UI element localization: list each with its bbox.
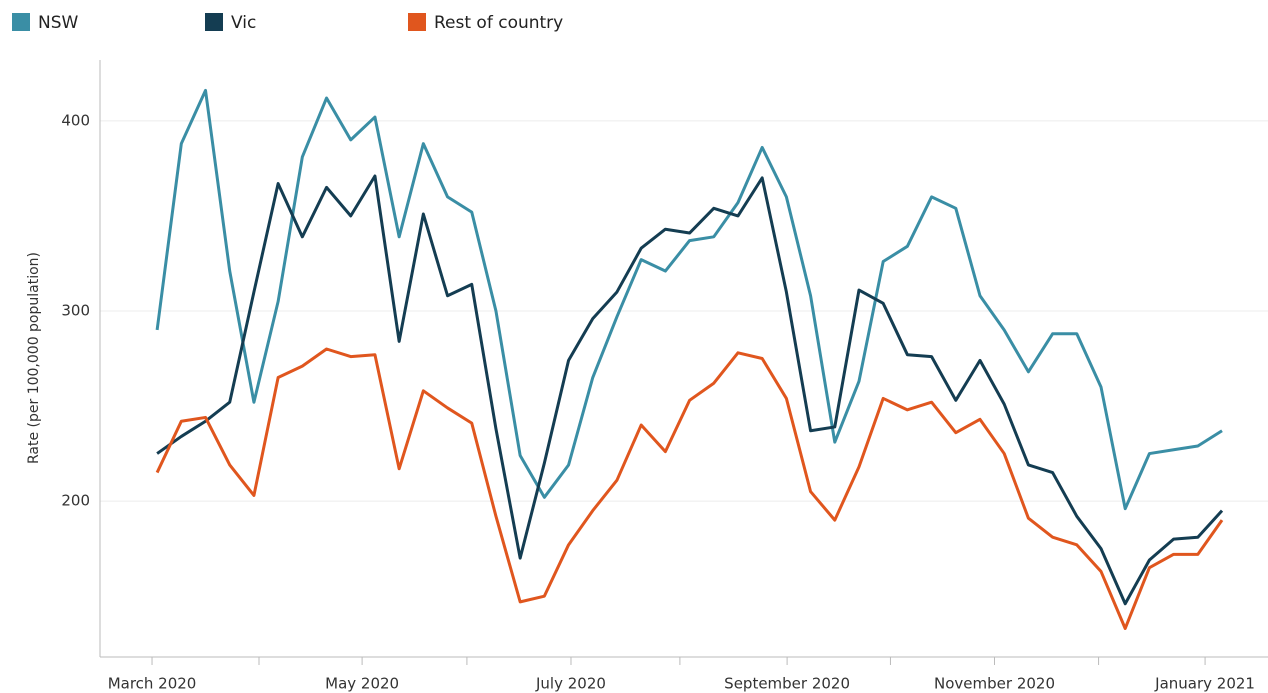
legend-swatch: [12, 13, 30, 31]
legend-text: Vic: [231, 13, 256, 33]
series-line: [155, 88, 1223, 511]
x-tick-label: September 2020: [724, 675, 850, 693]
legend-swatch: [205, 13, 223, 31]
legend-text: Rest of country: [434, 13, 563, 33]
series-line: [155, 347, 1224, 630]
legend-swatch: [408, 13, 426, 31]
x-tick-label: July 2020: [535, 675, 606, 693]
y-tick-label: 200: [61, 492, 90, 510]
y-tick-label: 300: [61, 301, 90, 319]
x-tick-label: January 2021: [1154, 675, 1255, 693]
x-tick-label: November 2020: [934, 675, 1055, 693]
legend-text: NSW: [38, 13, 79, 33]
series-line: [156, 174, 1224, 606]
y-tick-label: 400: [61, 111, 90, 129]
x-tick-label: March 2020: [108, 675, 197, 693]
x-tick-label: May 2020: [325, 675, 399, 693]
y-axis-label: Rate (per 100,000 population): [26, 252, 42, 464]
